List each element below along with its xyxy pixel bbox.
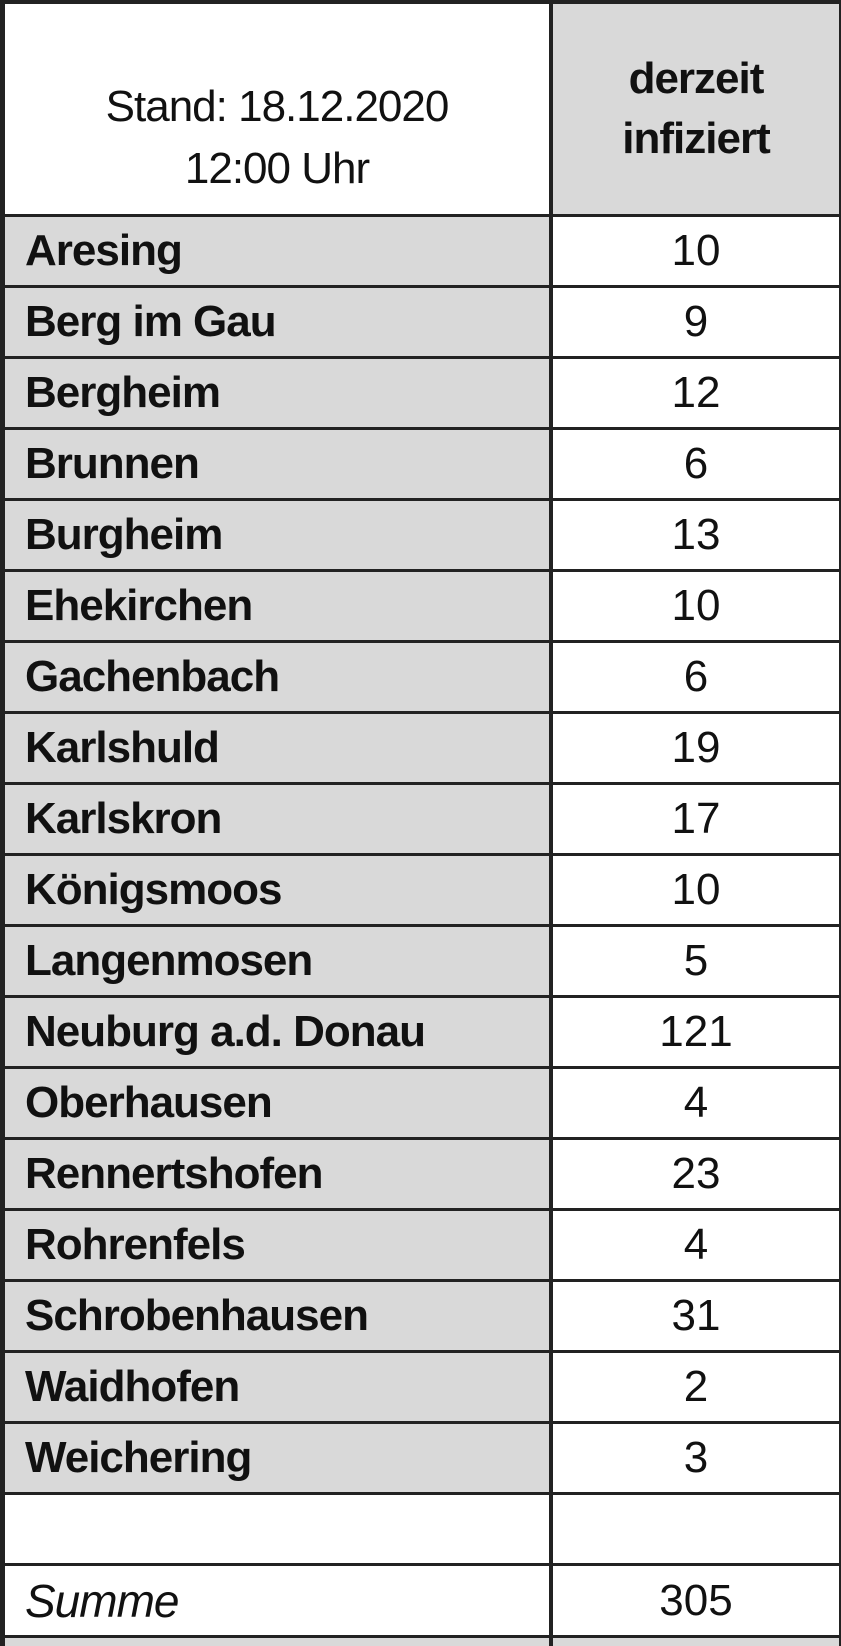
cutoff-row-right-cell (553, 1638, 839, 1646)
infected-value-cell: 4 (553, 1069, 839, 1137)
infected-value-cell: 3 (553, 1424, 839, 1492)
infected-value-cell: 6 (553, 643, 839, 711)
infected-value-cell: 5 (553, 927, 839, 995)
municipality-name-cell: Rennertshofen (5, 1140, 549, 1208)
municipality-name-cell: Waidhofen (5, 1353, 549, 1421)
stand-date-line: Stand: 18.12.2020 (105, 82, 450, 131)
infected-value-cell: 19 (553, 714, 839, 782)
infected-value-cell: 9 (553, 288, 839, 356)
municipality-name-cell: Rohrenfels (5, 1211, 549, 1279)
municipality-name-cell: Langenmosen (5, 927, 549, 995)
infected-value-cell: 31 (553, 1282, 839, 1350)
infected-value-cell: 10 (553, 217, 839, 285)
infected-value-cell: 23 (553, 1140, 839, 1208)
infected-column-header-cell: derzeit infiziert (553, 4, 839, 214)
municipality-name-cell: Weichering (5, 1424, 549, 1492)
municipality-name-cell: Karlskron (5, 785, 549, 853)
municipality-name-cell: Berg im Gau (5, 288, 549, 356)
sum-value-cell: 305 (553, 1566, 839, 1635)
column-header-line2: infiziert (622, 114, 770, 163)
municipality-name-cell: Oberhausen (5, 1069, 549, 1137)
municipality-name-cell: Karlshuld (5, 714, 549, 782)
column-header-line1: derzeit (628, 54, 765, 103)
municipality-name-cell: Aresing (5, 217, 549, 285)
infected-value-cell: 10 (553, 572, 839, 640)
infected-value-cell: 13 (553, 501, 839, 569)
table-date-header-cell: Stand: 18.12.2020 12:00 Uhr (5, 4, 549, 214)
infected-value-cell: 4 (553, 1211, 839, 1279)
infected-value-cell: 6 (553, 430, 839, 498)
municipality-name-cell: Ehekirchen (5, 572, 549, 640)
infected-value-cell: 12 (553, 359, 839, 427)
municipality-name-cell: Brunnen (5, 430, 549, 498)
stand-time-line: 12:00 Uhr (184, 144, 370, 193)
infected-value-cell: 10 (553, 856, 839, 924)
infected-value-cell: 121 (553, 998, 839, 1066)
infected-value-cell: 17 (553, 785, 839, 853)
empty-row-left-cell (5, 1495, 549, 1563)
municipality-name-cell: Burgheim (5, 501, 549, 569)
infected-value-cell: 2 (553, 1353, 839, 1421)
municipality-name-cell: Gachenbach (5, 643, 549, 711)
cutoff-row-left-cell (5, 1638, 549, 1646)
municipality-name-cell: Bergheim (5, 359, 549, 427)
sum-label-cell: Summe (5, 1566, 549, 1635)
empty-row-right-cell (553, 1495, 839, 1563)
municipality-name-cell: Neuburg a.d. Donau (5, 998, 549, 1066)
municipality-name-cell: Königsmoos (5, 856, 549, 924)
municipality-name-cell: Schrobenhausen (5, 1282, 549, 1350)
